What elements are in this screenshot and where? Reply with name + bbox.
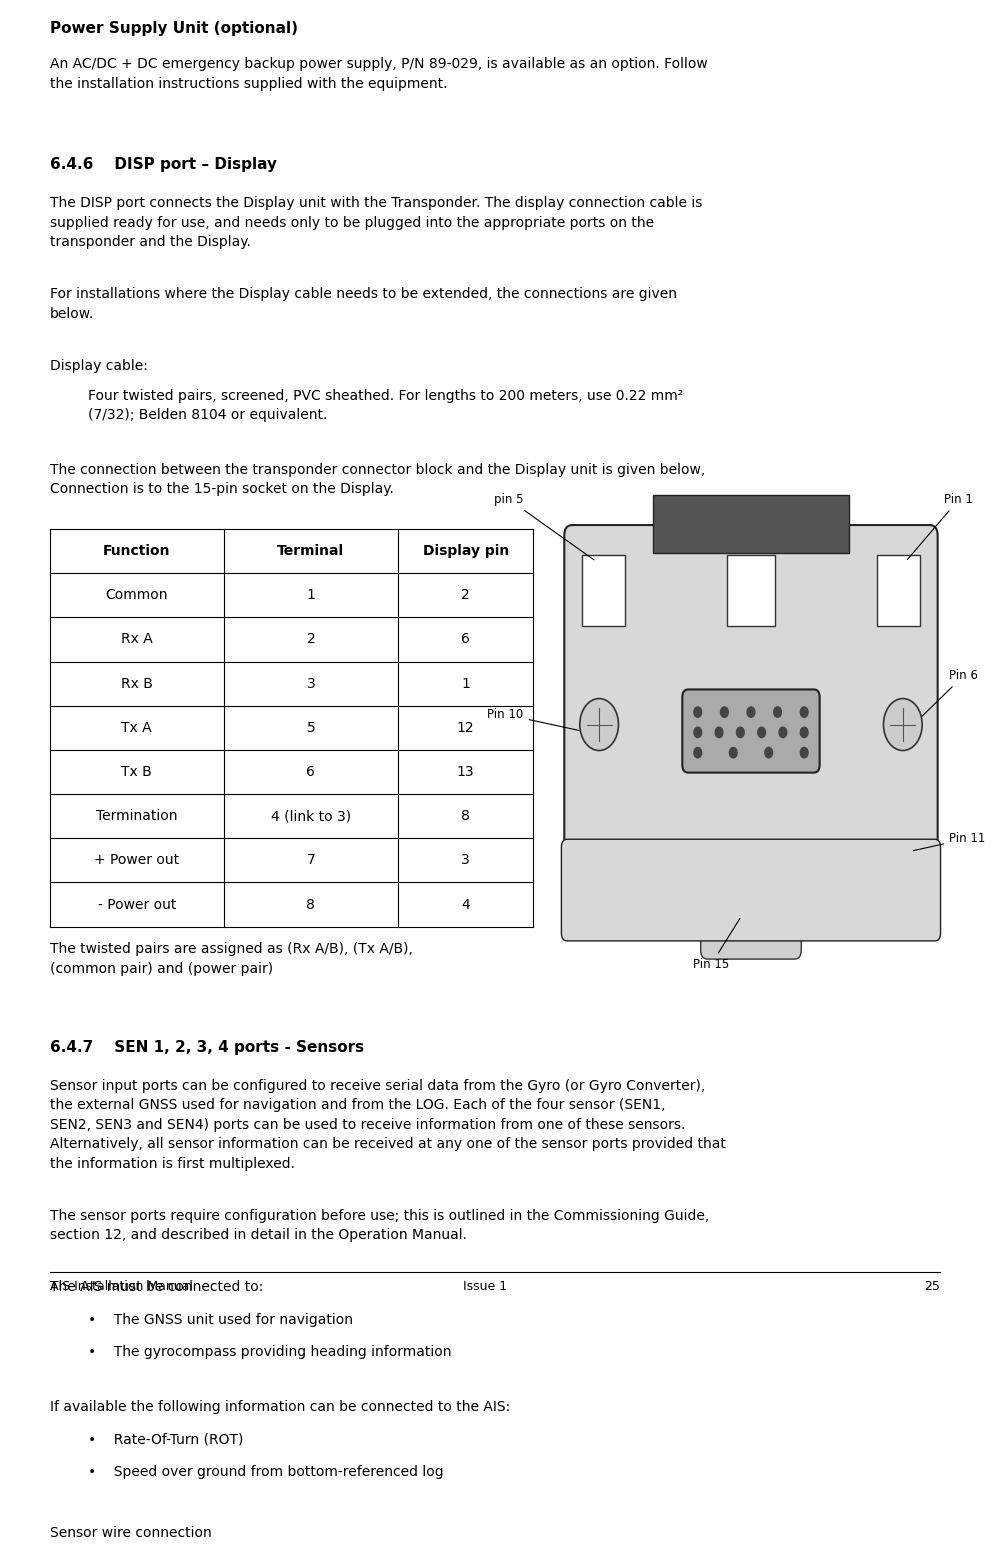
Circle shape <box>758 727 765 738</box>
Text: •    The GNSS unit used for navigation: • The GNSS unit used for navigation <box>88 1312 354 1326</box>
Text: 1: 1 <box>306 589 315 603</box>
Text: Pin 6: Pin 6 <box>923 669 978 716</box>
Text: 3: 3 <box>461 853 470 867</box>
Text: 6: 6 <box>306 766 315 780</box>
FancyBboxPatch shape <box>701 902 802 960</box>
Circle shape <box>801 747 808 758</box>
Text: Tx A: Tx A <box>122 721 152 735</box>
Text: Tx B: Tx B <box>122 766 153 780</box>
Text: 13: 13 <box>457 766 475 780</box>
Text: 25: 25 <box>924 1280 939 1294</box>
Text: Rx A: Rx A <box>121 632 153 646</box>
Text: Pin 1: Pin 1 <box>908 492 973 559</box>
Text: 6: 6 <box>461 632 470 646</box>
Circle shape <box>801 727 808 738</box>
Text: The connection between the transponder connector block and the Display unit is g: The connection between the transponder c… <box>50 463 705 497</box>
Circle shape <box>774 707 782 717</box>
Text: 7: 7 <box>306 853 315 867</box>
Text: Pin 11: Pin 11 <box>914 832 986 851</box>
Text: 4 (link to 3): 4 (link to 3) <box>271 809 351 823</box>
Circle shape <box>765 747 773 758</box>
Bar <box>582 842 625 895</box>
Text: 5: 5 <box>306 721 315 735</box>
FancyBboxPatch shape <box>562 839 940 941</box>
Circle shape <box>729 747 737 758</box>
Circle shape <box>736 727 744 738</box>
Text: If available the following information can be connected to the AIS:: If available the following information c… <box>50 1399 510 1413</box>
Text: 8: 8 <box>461 809 470 823</box>
Text: Four twisted pairs, screened, PVC sheathed. For lengths to 200 meters, use 0.22 : Four twisted pairs, screened, PVC sheath… <box>88 388 684 422</box>
Circle shape <box>779 727 787 738</box>
Circle shape <box>580 699 618 750</box>
Text: pin 5: pin 5 <box>495 492 594 559</box>
Text: Pin 15: Pin 15 <box>693 918 740 971</box>
FancyBboxPatch shape <box>682 690 820 772</box>
Text: Termination: Termination <box>96 809 177 823</box>
Text: •    The gyrocompass providing heading information: • The gyrocompass providing heading info… <box>88 1345 452 1359</box>
Text: Sensor wire connection: Sensor wire connection <box>50 1525 211 1539</box>
Circle shape <box>884 699 923 750</box>
Text: Display pin: Display pin <box>422 544 508 558</box>
FancyBboxPatch shape <box>564 525 937 936</box>
Text: - Power out: - Power out <box>97 898 176 912</box>
Bar <box>726 554 775 626</box>
Text: Function: Function <box>103 544 170 558</box>
Text: 6.4.7    SEN 1, 2, 3, 4 ports - Sensors: 6.4.7 SEN 1, 2, 3, 4 ports - Sensors <box>50 1039 364 1054</box>
Text: Power Supply Unit (optional): Power Supply Unit (optional) <box>50 20 297 36</box>
Circle shape <box>694 707 702 717</box>
Text: An AC/DC + DC emergency backup power supply, P/N 89-029, is available as an opti: An AC/DC + DC emergency backup power sup… <box>50 57 708 90</box>
Text: + Power out: + Power out <box>94 853 179 867</box>
Text: 12: 12 <box>457 721 475 735</box>
Text: Issue 1: Issue 1 <box>463 1280 507 1294</box>
Text: Display cable:: Display cable: <box>50 359 148 373</box>
Text: Terminal: Terminal <box>277 544 345 558</box>
Text: The AIS must be connected to:: The AIS must be connected to: <box>50 1280 264 1294</box>
Circle shape <box>747 707 755 717</box>
Circle shape <box>694 747 702 758</box>
Text: •    Rate-Of-Turn (ROT): • Rate-Of-Turn (ROT) <box>88 1432 244 1446</box>
Text: For installations where the Display cable needs to be extended, the connections : For installations where the Display cabl… <box>50 287 677 321</box>
Text: AIS Installation Manual: AIS Installation Manual <box>50 1280 192 1294</box>
Text: 3: 3 <box>306 677 315 691</box>
Text: 2: 2 <box>461 589 470 603</box>
Circle shape <box>694 727 702 738</box>
Text: The sensor ports require configuration before use; this is outlined in the Commi: The sensor ports require configuration b… <box>50 1208 709 1242</box>
Text: 8: 8 <box>306 898 315 912</box>
Text: 1: 1 <box>461 677 470 691</box>
Text: •    Speed over ground from bottom-referenced log: • Speed over ground from bottom-referenc… <box>88 1464 444 1478</box>
Text: 6.4.6    DISP port – Display: 6.4.6 DISP port – Display <box>50 157 276 172</box>
Text: The DISP port connects the Display unit with the Transponder. The display connec: The DISP port connects the Display unit … <box>50 196 703 250</box>
Text: Pin 10: Pin 10 <box>488 708 579 730</box>
Text: 4: 4 <box>461 898 470 912</box>
Bar <box>877 554 921 626</box>
Circle shape <box>720 707 728 717</box>
Text: Rx B: Rx B <box>121 677 153 691</box>
Circle shape <box>801 707 808 717</box>
Text: 2: 2 <box>306 632 315 646</box>
Bar <box>652 494 849 553</box>
Bar <box>877 842 921 895</box>
Bar <box>582 554 625 626</box>
Text: The twisted pairs are assigned as (Rx A/B), (Tx A/B),
(common pair) and (power p: The twisted pairs are assigned as (Rx A/… <box>50 943 412 975</box>
Text: Common: Common <box>106 589 168 603</box>
Text: Sensor input ports can be configured to receive serial data from the Gyro (or Gy: Sensor input ports can be configured to … <box>50 1079 725 1171</box>
Circle shape <box>716 727 722 738</box>
